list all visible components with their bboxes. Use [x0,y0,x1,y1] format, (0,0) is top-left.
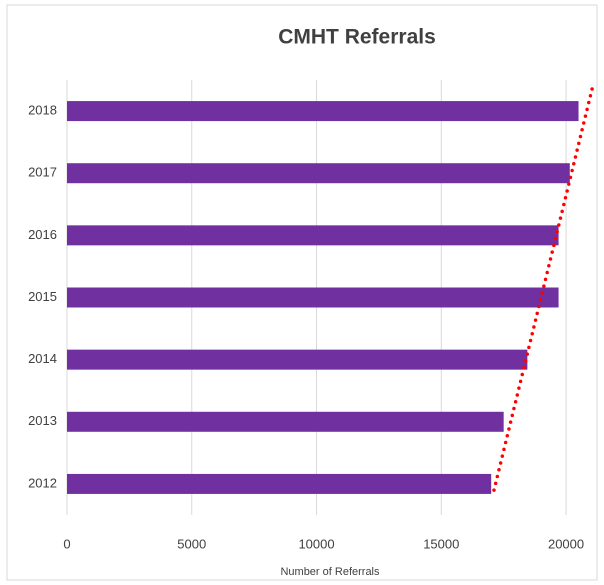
bar [67,225,559,246]
y-tick-label: 2014 [28,351,57,366]
bar [67,101,579,122]
bar [67,349,528,370]
y-tick-label: 2017 [28,165,57,180]
chart-title: CMHT Referrals [278,26,436,49]
x-tick-label: 15000 [423,536,459,551]
bar [67,411,504,432]
x-tick-label: 10000 [298,536,334,551]
x-tick-label: 5000 [177,536,206,551]
bar [67,287,559,308]
y-tick-label: 2016 [28,227,57,242]
y-tick-label: 2012 [28,475,57,490]
y-tick-label: 2013 [28,413,57,428]
trendline [492,84,595,492]
x-tick-label: 20000 [548,536,584,551]
y-tick-label: 2018 [28,103,57,118]
bar [67,473,492,494]
bar [67,163,570,184]
y-tick-label: 2015 [28,289,57,304]
x-tick-label: 0 [63,536,70,551]
x-axis-label: Number of Referrals [280,566,380,578]
